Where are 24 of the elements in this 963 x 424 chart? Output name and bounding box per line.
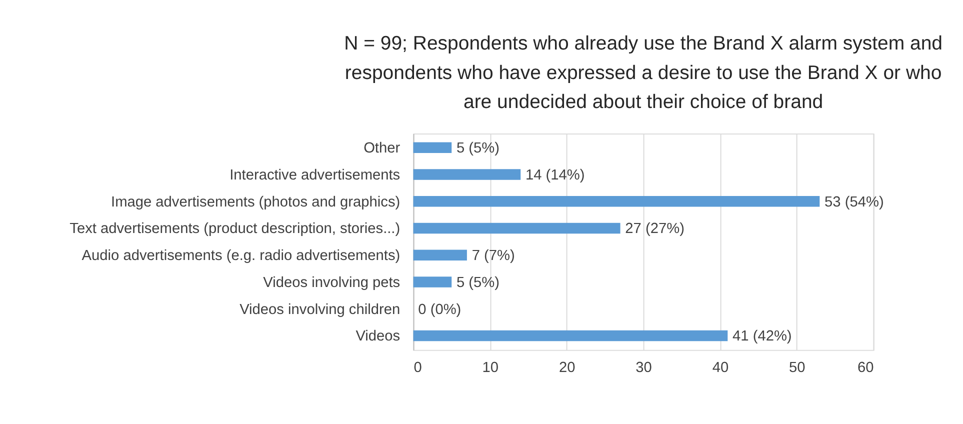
data-label: 0 (0%) — [418, 302, 462, 318]
y-tick-label: Image advertisements (photos and graphics) — [111, 194, 400, 210]
data-label: 27 (27%) — [625, 221, 684, 238]
y-tick-label: Other — [364, 140, 400, 157]
x-tick-label: 0 — [414, 360, 422, 376]
chart-title: N = 99; Respondents who already use the Brand X alarm system and respondents who have expressed a desire to use the Brand X or who are undecided about their choice of brand — [344, 32, 943, 114]
data-label: 5 (5%) — [456, 274, 500, 291]
y-tick-label: Interactive advertisements — [230, 167, 400, 184]
y-tick-label: Text advertisements (product description, stories...) — [70, 221, 400, 238]
data-label: 5 (5%) — [456, 140, 500, 157]
y-tick-label: Videos involving children — [240, 302, 400, 318]
x-tick-label: 60 — [858, 360, 874, 376]
data-label: 53 (54%) — [824, 194, 884, 210]
y-tick-label: Videos involving pets — [263, 274, 400, 291]
x-tick-label: 30 — [636, 360, 652, 376]
data-label: 7 (7%) — [472, 248, 515, 264]
data-label: 14 (14%) — [525, 167, 585, 184]
x-tick-label: 10 — [482, 360, 499, 376]
y-tick-label: Videos — [356, 328, 400, 345]
x-tick-label: 20 — [558, 360, 576, 376]
data-label: 41 (42%) — [732, 328, 792, 345]
y-tick-label: Audio advertisements (e.g. radio advertisements) — [82, 248, 400, 264]
x-tick-label: 50 — [789, 360, 806, 376]
x-tick-label: 40 — [712, 360, 729, 376]
